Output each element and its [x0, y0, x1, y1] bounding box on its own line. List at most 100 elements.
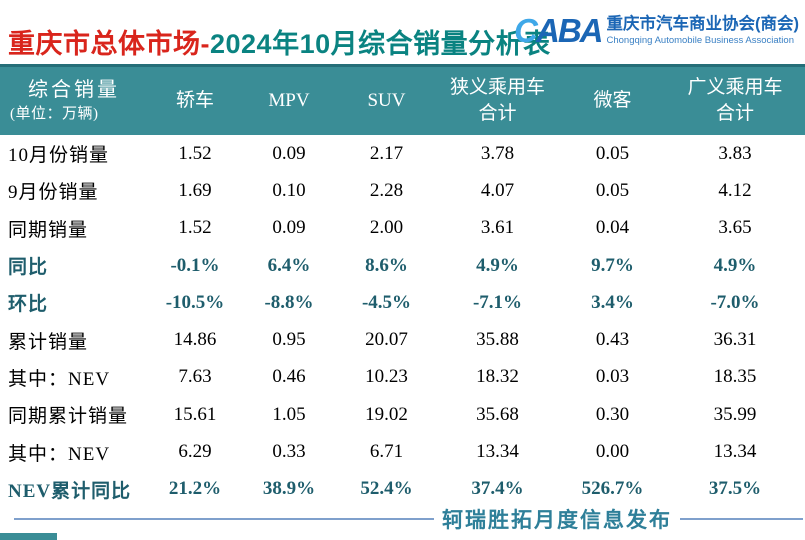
table-cell: 0.30: [595, 403, 630, 425]
table-cell: 19.02: [365, 403, 408, 425]
table-row-mom: 环比 -10.5% -8.8% -4.5% -7.1% 3.4% -7.0%: [0, 284, 805, 321]
table-cell: 10.23: [365, 366, 408, 388]
table-cell: 6.4%: [267, 254, 311, 276]
column-header-sedan: 轿车: [150, 67, 240, 135]
table-cell: 0.00: [595, 441, 630, 463]
row-label: 环比: [8, 294, 49, 316]
table-cell: 2.28: [369, 179, 404, 201]
table-cell: 15.61: [173, 403, 217, 425]
table-cell: 3.65: [718, 217, 752, 239]
row-label: 10月份销量: [8, 145, 110, 167]
table-cell: 2.00: [369, 217, 404, 239]
row-label: 同期销量: [8, 219, 89, 241]
column-header-mpv: MPV: [240, 67, 338, 135]
table-row-nev-cumulative-yoy: NEV累计同比 21.2% 38.9% 52.4% 37.4% 526.7% 3…: [0, 471, 805, 508]
table-cell: 0.05: [595, 179, 630, 201]
table-cell: 4.12: [718, 179, 752, 201]
table-cell: 52.4%: [360, 478, 413, 500]
table-cell: 37.4%: [471, 478, 524, 500]
table-cell: -7.0%: [710, 291, 760, 313]
column-header-broad-pv-total: 广义乘用车 合计: [665, 67, 805, 135]
table-cell: 4.9%: [476, 254, 519, 276]
logo-acronym-icon: CABA: [514, 12, 603, 49]
table-cell: 13.34: [713, 441, 757, 463]
table-cell: 36.31: [713, 329, 757, 351]
column-header-microvan: 微客: [560, 67, 665, 135]
table-cell: 1.52: [178, 142, 212, 164]
table-cell: 18.35: [713, 366, 757, 388]
table-cell: -10.5%: [165, 291, 225, 313]
table-cell: 35.68: [476, 403, 519, 425]
table-cell: 0.05: [595, 142, 630, 164]
table-cell: 4.9%: [713, 254, 757, 276]
table-cell: 0.33: [272, 441, 306, 463]
table-cell: 20.07: [365, 329, 408, 351]
column-header-label-2: 合计: [478, 103, 517, 124]
table-cell: 0.04: [595, 217, 630, 239]
table-cell: 1.52: [178, 217, 212, 239]
table-cell: 4.07: [480, 179, 515, 201]
table-cell: 0.10: [272, 179, 306, 201]
org-logo: CABA 重庆市汽车商业协会(商会) Chongqing Automobile …: [514, 14, 799, 47]
table-cell: 35.88: [476, 329, 519, 351]
table-cell: 3.4%: [591, 291, 634, 313]
footer-publisher: 轲瑞胜拓月度信息发布: [442, 508, 672, 532]
row-label: 其中：NEV: [8, 443, 111, 465]
table-row-yoy: 同比 -0.1% 6.4% 8.6% 4.9% 9.7% 4.9%: [0, 247, 805, 284]
table-row-same-period-sales: 同期销量 1.52 0.09 2.00 3.61 0.04 3.65: [0, 210, 805, 247]
table-cell: 38.9%: [262, 478, 316, 500]
table-cell: 3.61: [480, 217, 515, 239]
table-cell: -7.1%: [472, 291, 523, 313]
logo-org-name-cn: 重庆市汽车商业协会(商会): [606, 14, 800, 33]
table-cell: 0.43: [595, 329, 630, 351]
table-cell: 14.86: [173, 329, 217, 351]
footer: 轲瑞胜拓月度信息发布: [0, 505, 805, 533]
column-header-label: 狭义乘用车: [449, 77, 545, 99]
column-header-label: SUV: [367, 90, 406, 112]
table-row-cumulative-nev: 其中：NEV 7.63 0.46 10.23 18.32 0.03 18.35: [0, 359, 805, 396]
row-label: 累计销量: [8, 331, 89, 353]
table-cell: 37.5%: [708, 478, 762, 500]
column-header-label: 广义乘用车: [687, 77, 783, 99]
table-cell: -0.1%: [170, 254, 220, 276]
corner-header-unit: (单位：万辆): [10, 106, 99, 123]
title-market-segment: 重庆市总体市场-: [8, 29, 210, 59]
table-cell: 1.69: [178, 179, 212, 201]
logo-text-block: 重庆市汽车商业协会(商会) Chongqing Automobile Busin…: [607, 15, 800, 46]
table-cell: 3.83: [718, 142, 752, 164]
footer-line-left: [14, 518, 434, 520]
table-cell: 0.46: [272, 366, 306, 388]
table-cell: 0.03: [595, 366, 630, 388]
table-cell: 0.95: [272, 329, 306, 351]
table-cell: 7.63: [178, 366, 212, 388]
logo-org-name-en: Chongqing Automobile Business Associatio…: [606, 34, 794, 46]
table-cell: 6.29: [178, 441, 212, 463]
column-header-label-2: 合计: [715, 103, 754, 124]
table-cell: -4.5%: [361, 291, 412, 313]
footer-line-right: [680, 518, 803, 520]
table-cell: 0.09: [272, 217, 306, 239]
table-cell: 35.99: [713, 403, 757, 425]
table-cell: 3.78: [480, 142, 515, 164]
row-label: 同期累计销量: [8, 406, 129, 428]
column-header-label: MPV: [268, 90, 310, 112]
table-row-sep-sales: 9月份销量 1.69 0.10 2.28 4.07 0.05 4.12: [0, 172, 805, 209]
table-row-cumulative-sales: 累计销量 14.86 0.95 20.07 35.88 0.43 36.31: [0, 321, 805, 358]
table-cell: 0.09: [272, 142, 306, 164]
corner-header-title: 综合销量: [28, 79, 120, 102]
table-cell: 2.17: [369, 142, 404, 164]
table-cell: -8.8%: [264, 291, 314, 313]
row-label: NEV累计同比: [8, 480, 132, 502]
table-cell: 1.05: [272, 403, 306, 425]
row-label: 9月份销量: [8, 182, 99, 204]
row-label: 同比: [8, 257, 49, 279]
table-cell: 9.7%: [591, 254, 634, 276]
table-cell: 526.7%: [581, 478, 644, 500]
corner-accent-bar: [0, 533, 57, 540]
column-header-label: 轿车: [175, 90, 214, 112]
title-report-segment: 2024年10月综合销量分析表: [210, 29, 551, 59]
table-row-same-period-cumulative: 同期累计销量 15.61 1.05 19.02 35.68 0.30 35.99: [0, 396, 805, 433]
column-header-suv: SUV: [338, 67, 435, 135]
table-row-same-period-cumulative-nev: 其中：NEV 6.29 0.33 6.71 13.34 0.00 13.34: [0, 433, 805, 470]
